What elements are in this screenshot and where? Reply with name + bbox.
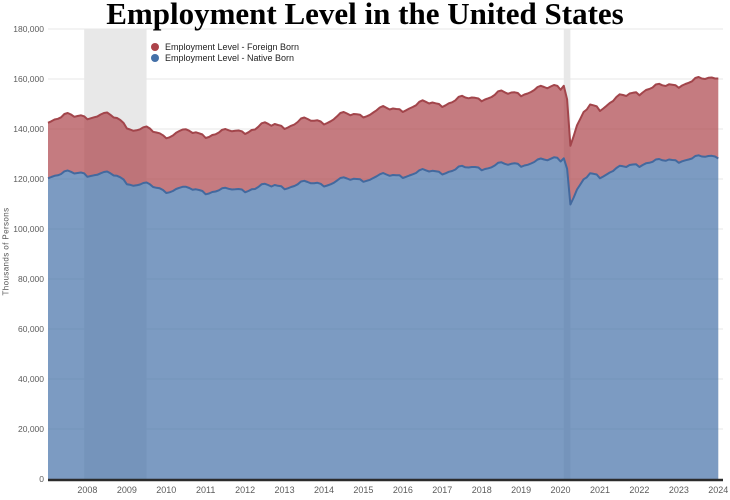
foreign-born-legend-dot-icon	[151, 43, 159, 51]
x-tick-label: 2021	[589, 485, 610, 495]
x-tick-label: 2018	[471, 485, 492, 495]
x-tick-label: 2013	[274, 485, 295, 495]
x-tick-label: 2011	[196, 485, 216, 495]
x-tick-label: 2017	[432, 485, 453, 495]
x-tick-label: 2020	[550, 485, 571, 495]
x-tick-label: 2016	[392, 485, 413, 495]
y-tick-label: 100,000	[13, 224, 44, 234]
x-tick-label: 2019	[511, 485, 532, 495]
x-tick-label: 2022	[629, 485, 650, 495]
legend-item-foreign-born: Employment Level - Foreign Born	[151, 42, 299, 52]
y-tick-label: 160,000	[13, 74, 44, 84]
native-born-line	[47, 154, 719, 206]
x-tick-label: 2015	[353, 485, 374, 495]
x-tick-label: 2010	[156, 485, 177, 495]
native-born-legend-dot-icon	[151, 54, 159, 62]
y-tick-label: 80,000	[18, 274, 44, 284]
x-tick-label: 2008	[77, 485, 98, 495]
y-tick-label: 120,000	[13, 174, 44, 184]
x-tick-label: 2023	[668, 485, 689, 495]
x-tick-label: 2024	[708, 485, 729, 495]
y-tick-label: 0	[39, 474, 44, 484]
x-tick-label: 2009	[116, 485, 137, 495]
native-born-area	[48, 155, 719, 480]
legend-label-native-born: Employment Level - Native Born	[165, 53, 295, 63]
y-tick-label: 180,000	[13, 24, 44, 34]
legend: Employment Level - Foreign Born Employme…	[151, 42, 299, 64]
legend-item-native-born: Employment Level - Native Born	[151, 53, 299, 63]
y-tick-label: 20,000	[18, 424, 44, 434]
y-tick-label: 140,000	[13, 124, 44, 134]
chart-title: Employment Level in the United States	[106, 0, 624, 31]
legend-label-foreign-born: Employment Level - Foreign Born	[165, 42, 300, 52]
x-tick-label: 2012	[235, 485, 256, 495]
x-tick-label: 2014	[313, 485, 334, 495]
foreign-born-area	[48, 77, 719, 205]
y-tick-label: 40,000	[18, 374, 44, 384]
foreign-born-line	[47, 76, 719, 147]
y-tick-label: 60,000	[18, 324, 44, 334]
